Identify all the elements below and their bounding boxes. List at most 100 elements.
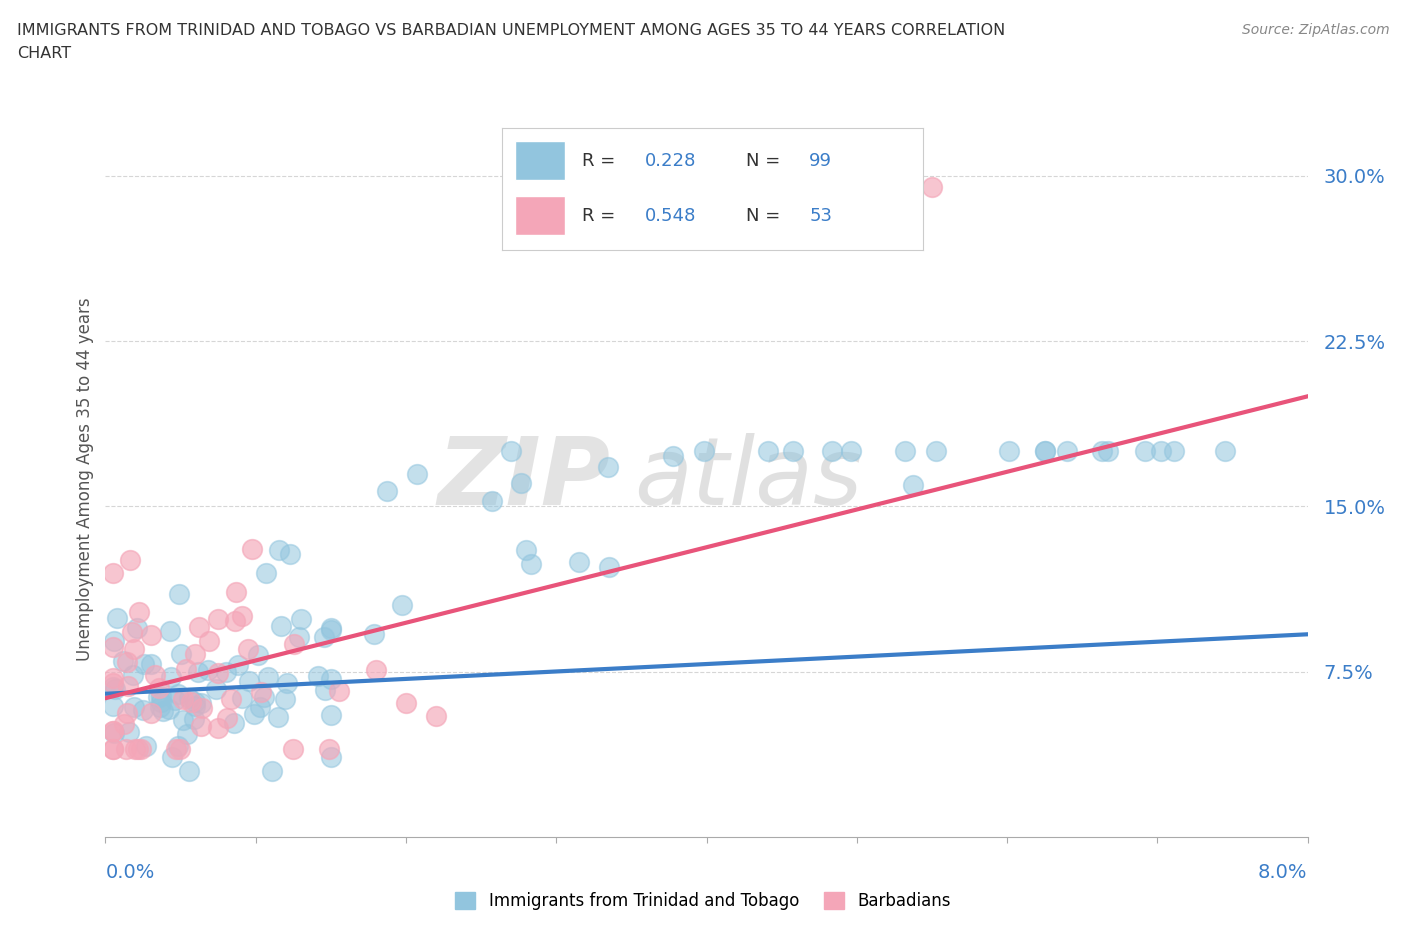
Point: [150, 695, 173, 710]
Point: [307, 669, 329, 684]
Point: [901, 478, 924, 493]
Point: [197, 662, 219, 677]
Point: [170, 647, 193, 662]
Point: [319, 750, 342, 764]
Point: [276, 675, 298, 690]
Point: [135, 739, 157, 754]
Point: [141, 628, 163, 643]
Point: [1097, 444, 1119, 458]
Point: [228, 658, 250, 672]
Point: [364, 662, 387, 677]
Point: [283, 741, 305, 756]
Point: [101, 724, 124, 738]
Point: [180, 694, 202, 709]
Point: [152, 703, 174, 718]
Point: [231, 691, 253, 706]
Point: [998, 444, 1021, 458]
Point: [314, 630, 336, 644]
Point: [169, 587, 191, 602]
Point: [101, 565, 124, 580]
Point: [290, 611, 312, 626]
Legend: Immigrants from Trinidad and Tobago, Barbadians: Immigrants from Trinidad and Tobago, Bar…: [449, 885, 957, 917]
Point: [124, 699, 146, 714]
Point: [117, 678, 139, 693]
Point: [267, 543, 290, 558]
Point: [159, 623, 181, 638]
Point: [105, 611, 128, 626]
Point: [172, 691, 194, 706]
Point: [257, 670, 280, 684]
Point: [598, 459, 620, 474]
Point: [114, 741, 136, 756]
Point: [501, 444, 523, 458]
Point: [425, 709, 447, 724]
Point: [250, 684, 273, 699]
Point: [288, 630, 311, 644]
Point: [190, 700, 212, 715]
Point: [148, 680, 170, 695]
Point: [280, 547, 302, 562]
Point: [510, 475, 533, 490]
Point: [782, 444, 804, 458]
Point: [319, 671, 342, 686]
Point: [165, 741, 187, 756]
Point: [1056, 444, 1078, 458]
Point: [183, 695, 205, 710]
Point: [172, 712, 194, 727]
Point: [215, 711, 238, 725]
Point: [207, 666, 229, 681]
Point: [247, 648, 270, 663]
Point: [190, 696, 212, 711]
Point: [821, 444, 844, 458]
Point: [101, 675, 124, 690]
Point: [174, 661, 197, 676]
Text: CHART: CHART: [17, 46, 70, 61]
Point: [215, 665, 238, 680]
Point: [224, 716, 246, 731]
Point: [115, 705, 138, 720]
Point: [190, 719, 212, 734]
Point: [146, 690, 169, 705]
Point: [692, 444, 714, 458]
Point: [262, 764, 284, 778]
Point: [1091, 444, 1114, 458]
Point: [132, 702, 155, 717]
Point: [169, 741, 191, 756]
Point: [124, 641, 146, 656]
Point: [318, 741, 340, 756]
Point: [112, 716, 135, 731]
Text: 8.0%: 8.0%: [1258, 863, 1308, 882]
Point: [176, 727, 198, 742]
Point: [839, 444, 862, 458]
Point: [1033, 444, 1056, 458]
Point: [101, 741, 124, 756]
Text: ZIP: ZIP: [437, 433, 610, 525]
Point: [270, 619, 292, 634]
Point: [243, 707, 266, 722]
Point: [160, 669, 183, 684]
Point: [101, 680, 124, 695]
Point: [188, 619, 211, 634]
Point: [187, 664, 209, 679]
Point: [125, 620, 148, 635]
Point: [139, 657, 162, 671]
Y-axis label: Unemployment Among Ages 35 to 44 years: Unemployment Among Ages 35 to 44 years: [76, 298, 94, 660]
Point: [204, 682, 226, 697]
Point: [128, 604, 150, 619]
Point: [139, 705, 162, 720]
Point: [238, 673, 260, 688]
Point: [101, 741, 124, 756]
Point: [319, 707, 342, 722]
Point: [143, 667, 166, 682]
Point: [363, 627, 385, 642]
Point: [101, 698, 124, 713]
Text: Source: ZipAtlas.com: Source: ZipAtlas.com: [1241, 23, 1389, 37]
Point: [111, 654, 134, 669]
Point: [177, 764, 200, 778]
Point: [167, 687, 190, 702]
Point: [118, 553, 141, 568]
Point: [1135, 444, 1157, 458]
Point: [375, 484, 398, 498]
Point: [127, 741, 149, 756]
Point: [225, 585, 247, 600]
